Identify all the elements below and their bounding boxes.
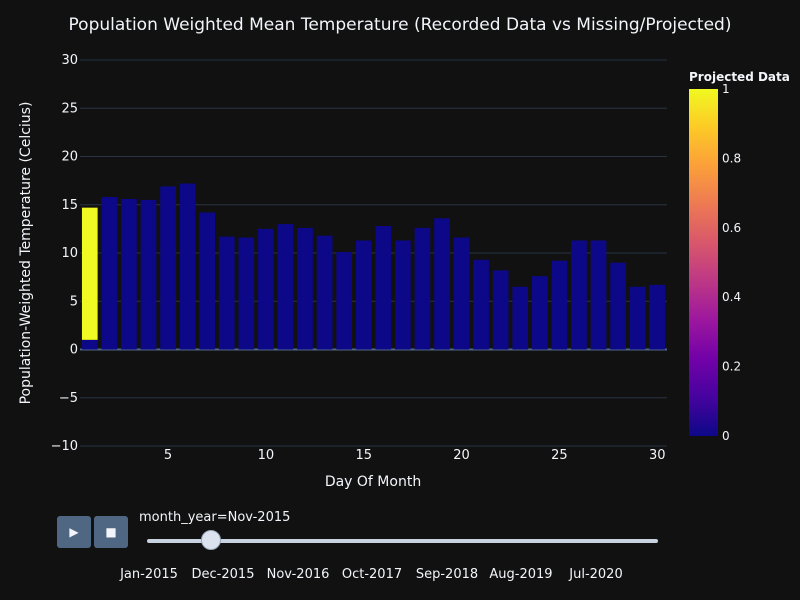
bar-recorded (238, 237, 255, 350)
y-tick-label: 15 (61, 198, 78, 213)
y-axis: −10 −5 0 5 10 15 20 25 30 (51, 53, 78, 454)
bar-recorded (375, 225, 392, 350)
bar-recorded (649, 284, 666, 350)
x-tick-label: 25 (551, 448, 568, 463)
colorbar: Projected Data 0 0.2 0.4 0.6 0.8 1 (689, 70, 790, 443)
slider-step-label[interactable]: Nov-2016 (266, 567, 330, 582)
bar-recorded (492, 270, 509, 350)
colorbar-tick-label: 0.4 (722, 290, 741, 304)
y-tick-label: 20 (61, 150, 78, 165)
x-tick-label: 10 (258, 448, 275, 463)
bar-recorded (199, 212, 216, 350)
bar-recorded (81, 339, 98, 350)
colorbar-tick-label: 0 (722, 429, 730, 443)
x-axis-title: Day Of Month (325, 474, 421, 490)
x-tick-label: 15 (355, 448, 372, 463)
chart-title: Population Weighted Mean Temperature (Re… (69, 15, 732, 35)
bar-recorded (590, 240, 607, 350)
bar-recorded (610, 262, 626, 350)
y-tick-label: 25 (61, 101, 78, 116)
slider-step-label[interactable]: Aug-2019 (489, 567, 553, 582)
bar-recorded (453, 237, 470, 350)
bar-recorded (551, 260, 568, 350)
bar-recorded (297, 227, 313, 350)
bar-recorded (473, 259, 489, 350)
bar-recorded (101, 197, 118, 350)
colorbar-tick-label: 0.6 (722, 221, 741, 235)
bar-recorded (258, 228, 274, 350)
slider-step-label[interactable]: Dec-2015 (191, 567, 255, 582)
y-tick-label: 30 (61, 53, 78, 68)
y-tick-label: −10 (51, 439, 78, 454)
x-tick-label: 30 (649, 448, 666, 463)
slider-step-label[interactable]: Sep-2018 (415, 567, 479, 582)
bar-recorded (121, 198, 137, 350)
colorbar-tick-label: 0.2 (722, 360, 741, 374)
colorbar-ticks: 0 0.2 0.4 0.6 0.8 1 (722, 82, 741, 443)
colorbar-tick-label: 1 (722, 82, 730, 96)
bar-recorded (414, 227, 431, 350)
colorbar-title: Projected Data (689, 70, 790, 84)
bar-recorded (277, 224, 294, 350)
y-tick-label: 0 (70, 343, 78, 358)
slider-step-label[interactable]: Oct-2017 (341, 567, 403, 582)
bar-recorded (629, 286, 646, 350)
x-axis: 5 10 15 20 25 30 (164, 448, 666, 463)
grid-layer (80, 59, 667, 447)
slider-track[interactable] (147, 539, 658, 543)
bar-recorded (316, 235, 333, 350)
colorbar-tick-label: 0.8 (722, 151, 741, 165)
bar-recorded (355, 240, 372, 350)
bar-recorded (160, 186, 176, 350)
x-tick-label: 20 (453, 448, 470, 463)
bar-recorded (218, 236, 235, 350)
colorbar-gradient (689, 89, 718, 436)
stop-button[interactable]: ■ (94, 516, 128, 548)
y-tick-label: 10 (61, 246, 78, 261)
slider-step-label[interactable]: Jul-2020 (569, 567, 623, 582)
play-button[interactable]: ▶ (57, 516, 91, 548)
bar-recorded (336, 252, 352, 350)
bar-recorded (512, 286, 529, 350)
slider-step-label[interactable]: Jan-2015 (120, 567, 178, 582)
bar-recorded (531, 276, 548, 350)
y-axis-title: Population-Weighted Temperature (Celcius… (18, 102, 34, 405)
y-tick-label: −5 (59, 391, 78, 406)
bar-recorded (571, 240, 587, 350)
y-tick-label: 5 (70, 294, 78, 309)
bar-projected (81, 207, 98, 340)
slider-current-label: month_year=Nov-2015 (139, 510, 291, 525)
bar-recorded (140, 199, 157, 350)
x-tick-label: 5 (164, 448, 172, 463)
bars-layer (81, 183, 666, 350)
slider-handle[interactable] (200, 530, 221, 550)
bar-recorded (434, 218, 450, 350)
bar-recorded (395, 240, 411, 350)
bar-recorded (179, 183, 196, 350)
